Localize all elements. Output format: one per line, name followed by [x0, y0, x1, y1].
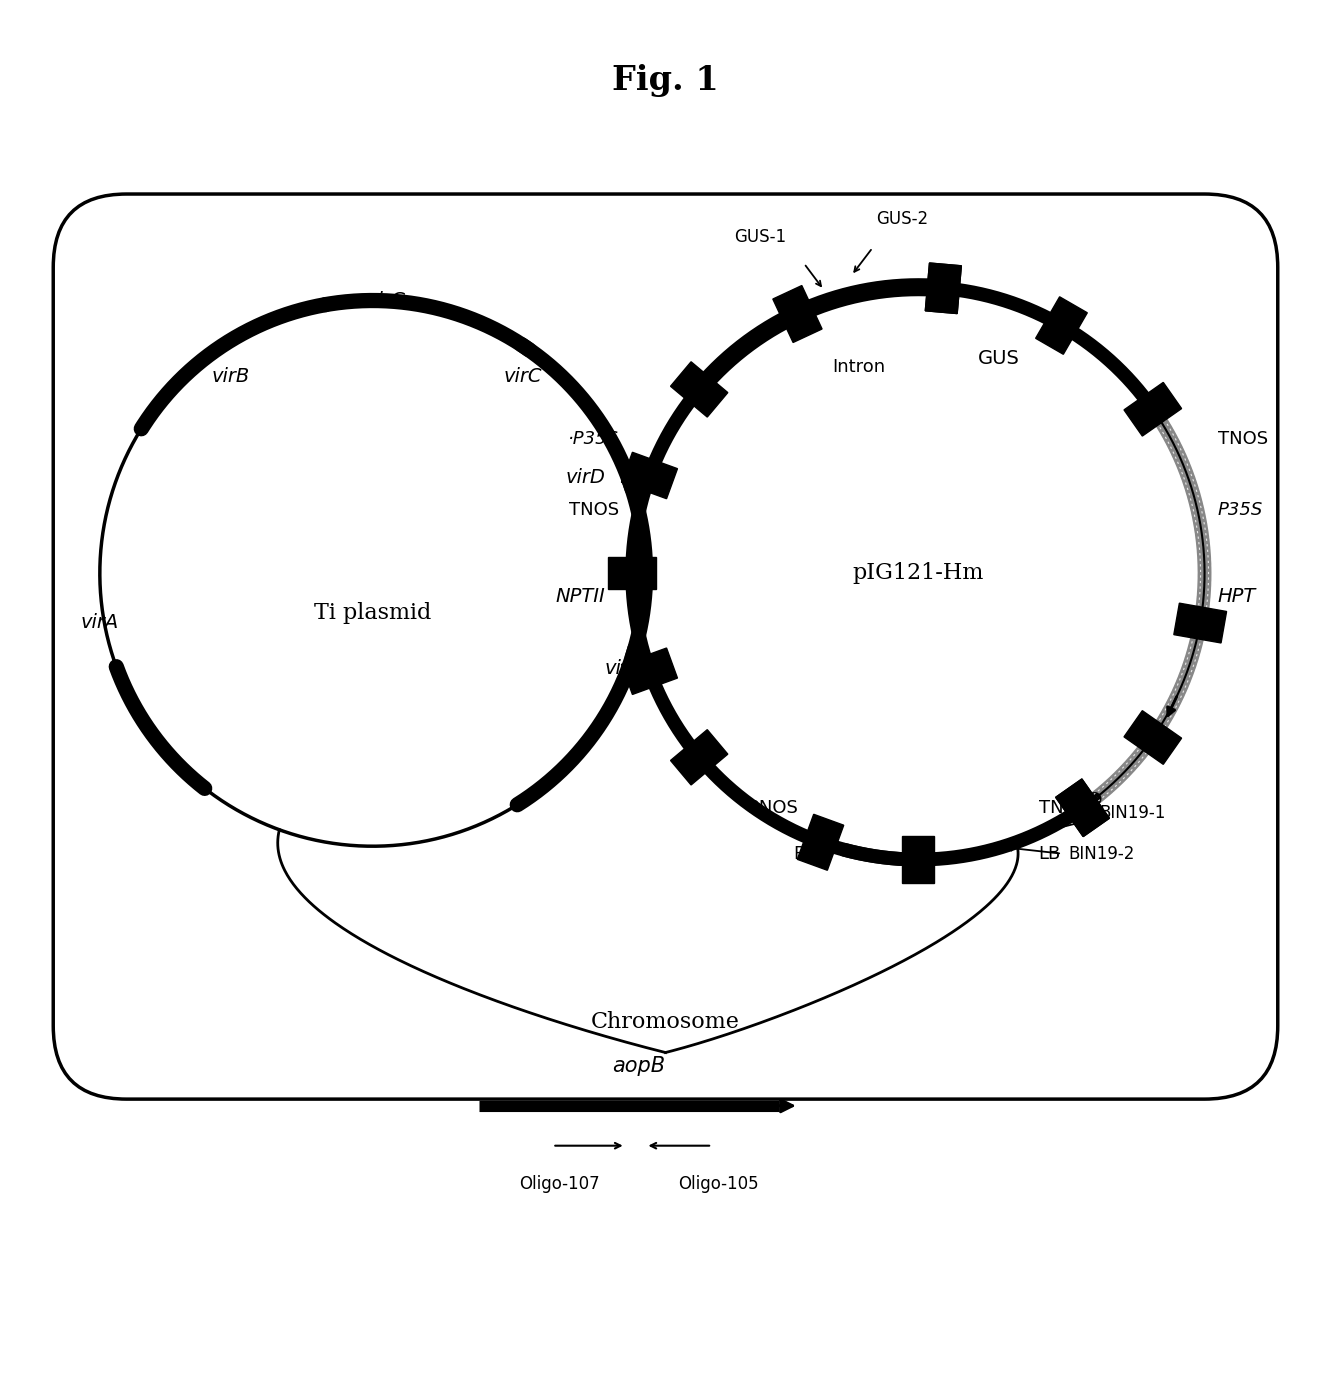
Polygon shape	[622, 648, 677, 695]
Text: ·P35S: ·P35S	[568, 430, 619, 448]
Polygon shape	[1123, 383, 1182, 437]
Text: P​NOS: P​NOS	[748, 799, 799, 817]
Text: BIN19-1: BIN19-1	[1099, 803, 1166, 822]
FancyBboxPatch shape	[53, 194, 1278, 1100]
Text: GUS-2: GUS-2	[876, 210, 928, 228]
Polygon shape	[1055, 778, 1109, 836]
Text: NPTII: NPTII	[556, 586, 606, 605]
Polygon shape	[773, 286, 823, 342]
Text: GUS-1: GUS-1	[733, 228, 787, 246]
Polygon shape	[671, 362, 728, 417]
Polygon shape	[608, 557, 656, 589]
Polygon shape	[671, 729, 728, 785]
Polygon shape	[622, 452, 677, 498]
Text: RB: RB	[793, 844, 819, 862]
Polygon shape	[902, 836, 934, 883]
Text: LB: LB	[1038, 844, 1061, 862]
Text: Fig. 1: Fig. 1	[612, 65, 719, 97]
Text: HPT: HPT	[1218, 586, 1256, 605]
Text: T​NOS: T​NOS	[1218, 430, 1268, 448]
Text: virC: virC	[503, 368, 542, 386]
Text: T​NOS: T​NOS	[568, 501, 619, 519]
Text: virE: virE	[606, 659, 643, 678]
Text: T​NOS: T​NOS	[1038, 799, 1089, 817]
Text: virD: virD	[566, 468, 606, 487]
Text: Oligo-107: Oligo-107	[519, 1175, 599, 1193]
Polygon shape	[925, 264, 961, 313]
Text: P35S: P35S	[1218, 501, 1263, 519]
Text: virB: virB	[212, 368, 250, 386]
Text: Oligo-105: Oligo-105	[679, 1175, 759, 1193]
Polygon shape	[925, 264, 961, 313]
Text: Chromosome: Chromosome	[591, 1011, 740, 1032]
Polygon shape	[1174, 603, 1227, 643]
Polygon shape	[1055, 778, 1109, 836]
Text: virA: virA	[81, 612, 118, 632]
Polygon shape	[797, 814, 844, 870]
Text: GUS: GUS	[978, 349, 1020, 368]
Polygon shape	[1123, 711, 1182, 765]
Text: BIN19-2: BIN19-2	[1069, 844, 1135, 862]
Text: virG: virG	[366, 291, 406, 310]
Text: Ti plasmid: Ti plasmid	[314, 603, 431, 625]
Polygon shape	[1036, 297, 1087, 354]
Text: aopB: aopB	[612, 1056, 666, 1076]
Text: Intron: Intron	[832, 358, 885, 376]
Text: pIG121-Hm: pIG121-Hm	[853, 563, 984, 585]
